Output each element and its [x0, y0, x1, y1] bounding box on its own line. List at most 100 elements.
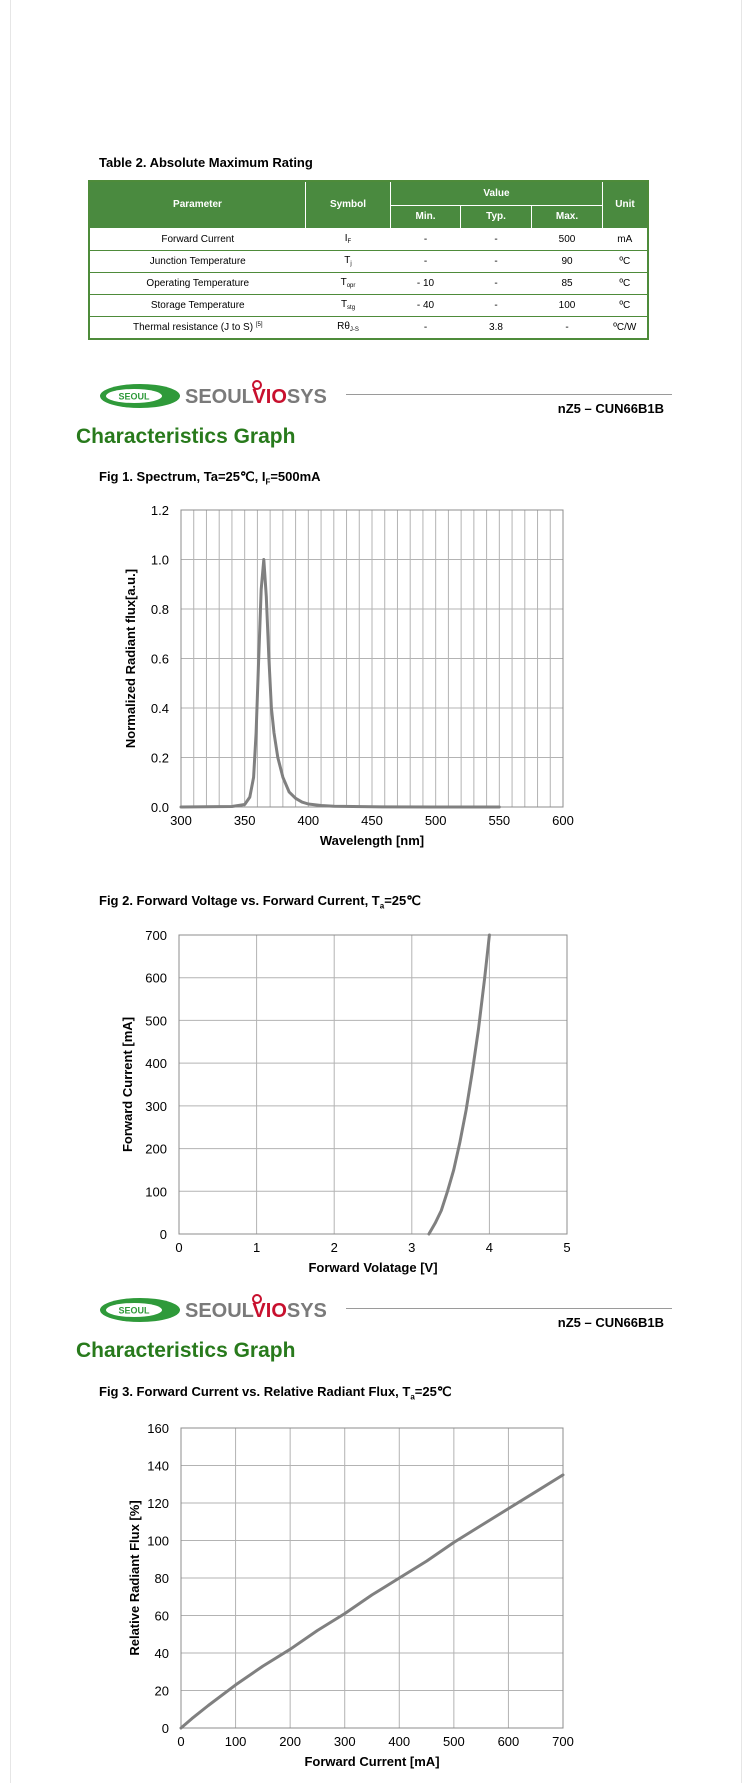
fig3-title-a: Fig 3. Forward Current vs. Relative Radi… — [99, 1384, 411, 1399]
fig2-title: Fig 2. Forward Voltage vs. Forward Curre… — [99, 893, 421, 911]
x-tick-label: 600 — [498, 1734, 520, 1749]
typ-cell: - — [460, 271, 532, 294]
table-row: Junction Temperature Tj - - 90 ºC — [89, 249, 648, 272]
symbol-cell: IF — [305, 227, 391, 250]
logo-dot — [252, 380, 262, 390]
part-number: nZ5 – CUN66B1B — [557, 401, 664, 416]
param-cell: Operating Temperature — [89, 271, 306, 294]
logo-sys: SYS — [287, 1300, 327, 1322]
y-tick-label: 500 — [145, 1013, 167, 1028]
y-tick-label: 0 — [160, 1227, 167, 1242]
fig2-title-b: =25℃ — [384, 893, 421, 908]
flux-chart: 0 100 200 300 400 500 600 700 0 20 40 60 80 100 120 140… — [127, 1421, 574, 1769]
col-min: Min. — [390, 204, 461, 229]
iv-chart: 0 1 2 3 4 5 0 100 200 300 400 500 600 700 Forward Vola… — [120, 928, 571, 1275]
plot-frame — [180, 1427, 564, 1729]
symbol-cell: RθJ-S — [305, 315, 391, 339]
x-tick-label: 5 — [563, 1240, 570, 1255]
symbol-sub: F — [347, 239, 352, 245]
section-title: Characteristics Graph — [76, 425, 296, 448]
y-tick-label: 400 — [145, 1056, 167, 1071]
max-cell: 90 — [531, 249, 603, 272]
x-tick-label: 0 — [175, 1240, 182, 1255]
min-cell: - — [390, 315, 461, 339]
symbol-base: T — [340, 277, 347, 288]
max-cell: 500 — [531, 227, 603, 250]
y-tick-label: 160 — [147, 1421, 169, 1436]
min-cell: - — [390, 227, 461, 250]
col-value: Value — [390, 180, 603, 206]
y-tick-label: 80 — [155, 1571, 169, 1586]
symbol-cell: Tj — [305, 249, 391, 272]
symbol-base: Rθ — [337, 321, 350, 332]
y-axis-label: Normalized Radiant flux[a.u.] — [123, 569, 138, 748]
logo-badge-text: SEOUL — [118, 392, 150, 402]
logo-ellipse-inner — [106, 389, 162, 403]
symbol-base: I — [344, 233, 348, 244]
x-tick-label: 0 — [177, 1734, 184, 1749]
fig3-title-sub: a — [410, 1392, 415, 1402]
plot-frame — [178, 934, 568, 1235]
series-line — [179, 558, 501, 809]
param-cell: Storage Temperature — [89, 293, 306, 316]
y-tick-label: 0.2 — [151, 751, 169, 766]
section-title: Characteristics Graph — [76, 1339, 296, 1362]
unit-cell: ºC — [602, 293, 648, 316]
y-tick-label: 60 — [155, 1609, 169, 1624]
unit-cell: ºC — [602, 271, 648, 294]
y-tick-label: 0.0 — [151, 800, 169, 815]
y-tick-label: 100 — [145, 1184, 167, 1199]
y-tick-label: 1.0 — [151, 553, 169, 568]
series-line — [427, 933, 491, 1236]
table-title: Table 2. Absolute Maximum Rating — [99, 155, 313, 170]
typ-cell: - — [460, 227, 532, 250]
y-tick-label: 100 — [147, 1534, 169, 1549]
y-tick-label: 300 — [145, 1099, 167, 1114]
col-symbol: Symbol — [305, 180, 391, 229]
seoul-viosys-logo: SEOUL SEOULVIOSYS — [100, 1294, 327, 1322]
logo-badge-text: SEOUL — [118, 1306, 150, 1316]
x-tick-label: 500 — [443, 1734, 465, 1749]
typ-cell: - — [460, 249, 532, 272]
series-line — [179, 1473, 565, 1730]
spectrum-chart: 300 350 400 450 500 550 600 0.0 0.2 0.4 0.6 0.8 1.0 1… — [123, 503, 574, 848]
y-tick-label: 0.8 — [151, 602, 169, 617]
symbol-sub: opr — [346, 283, 356, 289]
table-row: Thermal resistance (J to S) [5] RθJ-S - … — [89, 315, 648, 339]
part-number: nZ5 – CUN66B1B — [557, 1315, 664, 1330]
fig1-title-sub: F — [265, 477, 271, 487]
unit-cell: ºC — [602, 249, 648, 272]
x-tick-label: 300 — [170, 813, 192, 828]
y-tick-label: 0.4 — [151, 701, 169, 716]
max-cell: 85 — [531, 271, 603, 294]
x-tick-label: 600 — [552, 813, 574, 828]
logo-vio: VIO — [252, 1300, 286, 1322]
fig3-title-b: =25℃ — [414, 1384, 452, 1399]
fig1-title-a: Fig 1. Spectrum, Ta=25℃, I — [99, 469, 266, 484]
header-rule — [346, 1308, 672, 1309]
y-tick-label: 0.6 — [151, 652, 169, 667]
y-tick-label: 120 — [147, 1496, 169, 1511]
fig2-title-a: Fig 2. Forward Voltage vs. Forward Curre… — [99, 893, 380, 908]
symbol-sub: j — [350, 261, 352, 267]
logo-seoul: SEOUL — [185, 386, 254, 408]
table-row: Operating Temperature Topr - 10 - 85 ºC — [89, 271, 648, 294]
unit-cell: ºC/W — [602, 315, 648, 339]
symbol-cell: Tstg — [305, 293, 391, 316]
x-tick-label: 450 — [361, 813, 383, 828]
x-tick-label: 500 — [425, 813, 447, 828]
x-tick-label: 4 — [486, 1240, 493, 1255]
min-cell: - — [390, 249, 461, 272]
x-tick-label: 3 — [408, 1240, 415, 1255]
typ-cell: 3.8 — [460, 315, 532, 339]
y-tick-label: 600 — [145, 971, 167, 986]
col-max: Max. — [531, 204, 603, 229]
min-cell: - 10 — [390, 271, 461, 294]
x-tick-label: 350 — [234, 813, 256, 828]
symbol-base: T — [340, 299, 348, 310]
col-unit: Unit — [602, 180, 649, 229]
x-axis-label: Forward Volatage [V] — [308, 1260, 437, 1275]
x-tick-label: 400 — [297, 813, 319, 828]
y-axis-label: Relative Radiant Flux [%] — [127, 1500, 142, 1655]
table-row: Storage Temperature Tstg - 40 - 100 ºC — [89, 293, 648, 316]
